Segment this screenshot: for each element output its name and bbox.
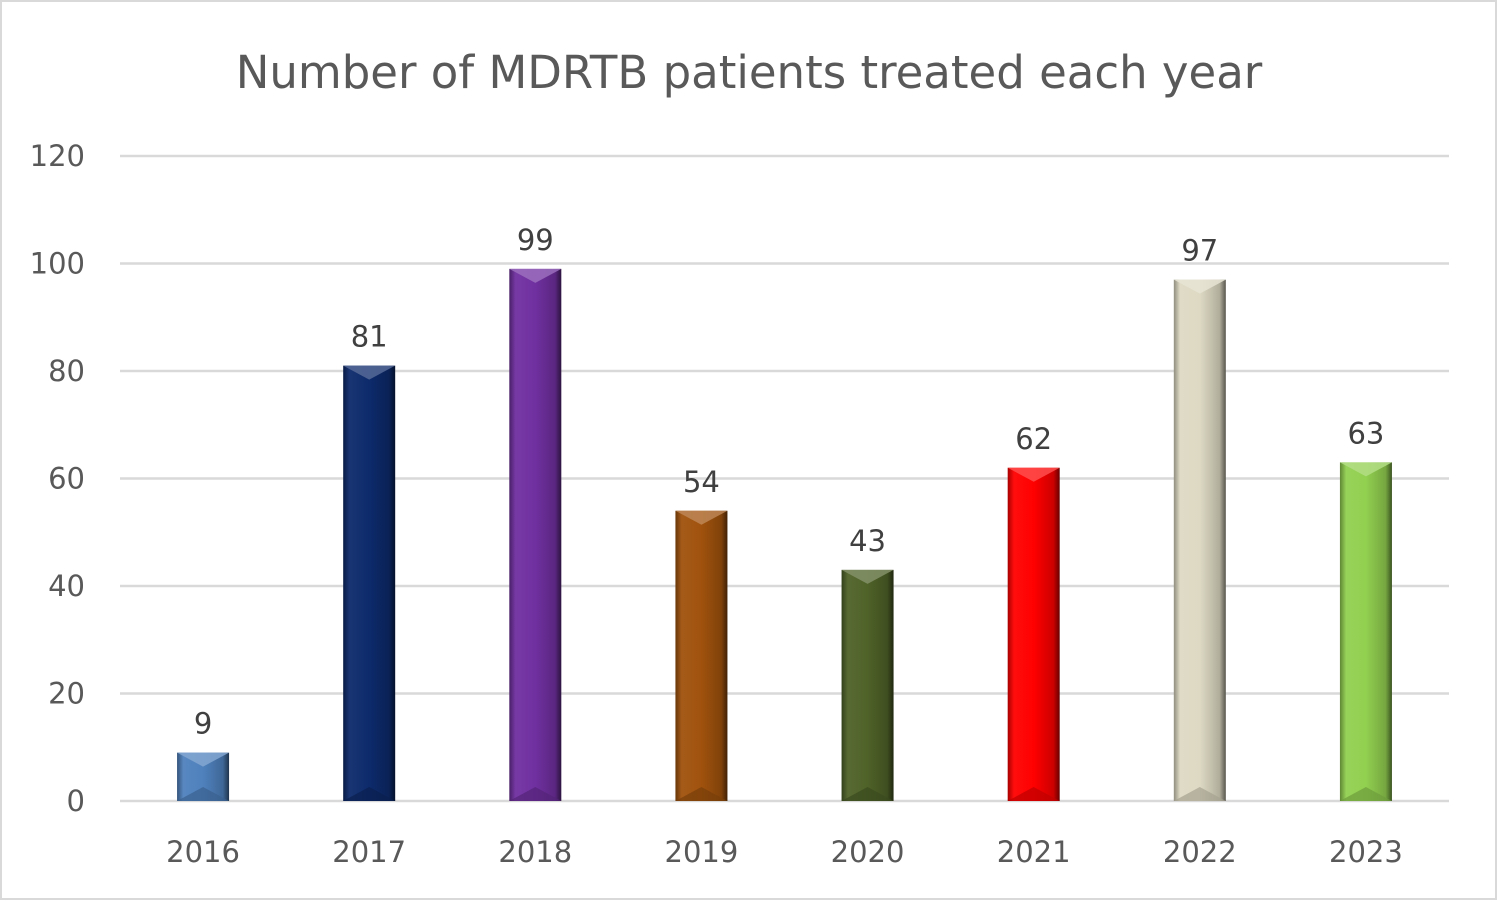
bar-2016 (177, 752, 230, 801)
data-label: 43 (849, 524, 886, 558)
bar-bevel-top (675, 510, 728, 525)
bar-bevel-top (1007, 467, 1060, 482)
bar (675, 510, 728, 801)
data-label: 99 (517, 223, 554, 257)
bar-2018 (509, 268, 562, 801)
chart-title: Number of MDRTB patients treated each ye… (236, 46, 1263, 99)
bar-2019 (675, 510, 728, 801)
x-axis-ticks: 2016 2017 2018 2019 2020 2021 2022 2023 (166, 835, 1403, 869)
bar-bevel-top (1173, 279, 1226, 294)
bars (177, 268, 1392, 801)
bar-2017 (343, 365, 396, 801)
data-label: 62 (1015, 422, 1052, 456)
x-tick-label: 2023 (1329, 835, 1403, 869)
bar (509, 268, 562, 801)
data-label: 9 (194, 707, 212, 741)
bar-bevel-bottom (509, 787, 562, 801)
bar-bevel-top (841, 569, 894, 584)
x-tick-label: 2021 (997, 835, 1071, 869)
bar-bevel-bottom (675, 787, 728, 801)
x-tick-label: 2019 (665, 835, 739, 869)
data-label: 54 (683, 465, 720, 499)
x-tick-label: 2022 (1163, 835, 1237, 869)
bar-2020 (841, 569, 894, 801)
bar-bevel-bottom (1007, 787, 1060, 801)
y-tick-label: 0 (67, 784, 85, 818)
x-tick-label: 2020 (831, 835, 905, 869)
data-label: 97 (1181, 234, 1218, 268)
y-tick-label: 120 (30, 139, 85, 173)
bar-bevel-top (1339, 462, 1392, 477)
bar-bevel-top (177, 752, 230, 767)
bar-bevel-top (509, 268, 562, 283)
y-tick-label: 100 (30, 247, 85, 281)
bar-bevel-bottom (1339, 787, 1392, 801)
bar (1007, 467, 1060, 801)
bar-bevel-bottom (343, 787, 396, 801)
gridlines (120, 154, 1449, 803)
y-tick-label: 40 (48, 569, 85, 603)
data-label: 81 (351, 320, 388, 354)
bar-bevel-top (343, 365, 396, 380)
bar (1173, 279, 1226, 801)
bar (841, 569, 894, 801)
bar (343, 365, 396, 801)
bar-bevel-bottom (841, 787, 894, 801)
bar-bevel-bottom (1173, 787, 1226, 801)
x-tick-label: 2018 (498, 835, 572, 869)
y-tick-label: 60 (48, 462, 85, 496)
data-label: 63 (1347, 416, 1384, 450)
bar (1339, 462, 1392, 801)
bar-bevel-bottom (177, 787, 230, 801)
y-axis-ticks: 0 20 40 60 80 100 120 (30, 139, 85, 818)
bar-2021 (1007, 467, 1060, 801)
bar-2022 (1173, 279, 1226, 801)
data-labels: 9 81 99 54 43 62 97 63 (194, 223, 1385, 741)
y-tick-label: 20 (48, 677, 85, 711)
x-tick-label: 2017 (332, 835, 406, 869)
bar-2023 (1339, 462, 1392, 801)
x-tick-label: 2016 (166, 835, 240, 869)
y-tick-label: 80 (48, 354, 85, 388)
